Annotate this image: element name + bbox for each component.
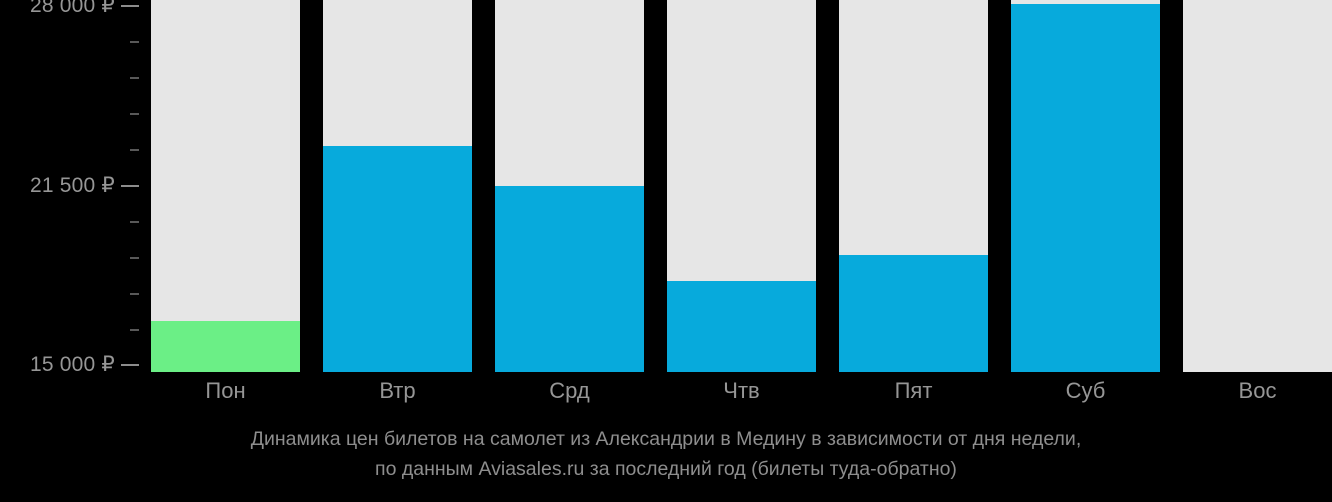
y-tick-minor-7 xyxy=(130,293,139,295)
x-axis-label-tue: Втр xyxy=(379,378,416,403)
bar-group-wed[interactable] xyxy=(495,0,644,372)
x-axis-label-wed: Срд xyxy=(549,378,590,403)
x-axis-label-sun: Вос xyxy=(1238,378,1277,403)
bar-value-wed[interactable] xyxy=(495,186,644,372)
bar-group-sat[interactable] xyxy=(1011,0,1160,372)
caption-line-1: Динамика цен билетов на самолет из Алекс… xyxy=(250,428,1082,450)
y-axis: 28 000 ₽ 21 500 ₽ 15 000 ₽ xyxy=(0,0,151,380)
bar-value-fri[interactable] xyxy=(839,255,988,372)
bar-group-mon[interactable] xyxy=(151,0,300,372)
x-axis-label-fri: Пят xyxy=(894,378,933,403)
y-axis-label-21500: 21 500 ₽ xyxy=(29,174,115,197)
bar-track-sun xyxy=(1183,0,1332,372)
bar-group-fri[interactable] xyxy=(839,0,988,372)
y-axis-label-28000: 28 000 ₽ xyxy=(29,0,115,17)
x-axis-label-sat: Суб xyxy=(1065,378,1106,403)
bar-value-tue[interactable] xyxy=(323,146,472,372)
x-axis-label-thu: Чтв xyxy=(723,378,760,403)
bar-group-tue[interactable] xyxy=(323,0,472,372)
y-tick-major-28000 xyxy=(121,5,139,7)
y-tick-minor-8 xyxy=(130,329,139,331)
y-tick-minor-5 xyxy=(130,221,139,223)
bar-group-thu[interactable] xyxy=(667,0,816,372)
y-axis-label-15000: 15 000 ₽ xyxy=(29,353,115,376)
bar-value-sat[interactable] xyxy=(1011,4,1160,372)
bar-value-mon[interactable] xyxy=(151,321,300,372)
y-tick-minor-3 xyxy=(130,113,139,115)
y-tick-minor-1 xyxy=(130,41,139,43)
y-tick-minor-2 xyxy=(130,77,139,79)
x-axis: Пон Втр Срд Чтв Пят Суб Вос xyxy=(151,376,1332,416)
y-tick-minor-4 xyxy=(130,149,139,151)
chart-caption: Динамика цен билетов на самолет из Алекс… xyxy=(0,424,1332,484)
bar-value-thu[interactable] xyxy=(667,281,816,372)
y-tick-major-15000 xyxy=(121,364,139,366)
bar-group-sun[interactable] xyxy=(1183,0,1332,372)
x-axis-label-mon: Пон xyxy=(205,378,246,403)
y-tick-minor-6 xyxy=(130,257,139,259)
plot-area xyxy=(151,0,1332,372)
y-tick-major-21500 xyxy=(121,185,139,187)
caption-line-2: по данным Aviasales.ru за последний год … xyxy=(375,458,957,480)
bar-track-mon xyxy=(151,0,300,372)
